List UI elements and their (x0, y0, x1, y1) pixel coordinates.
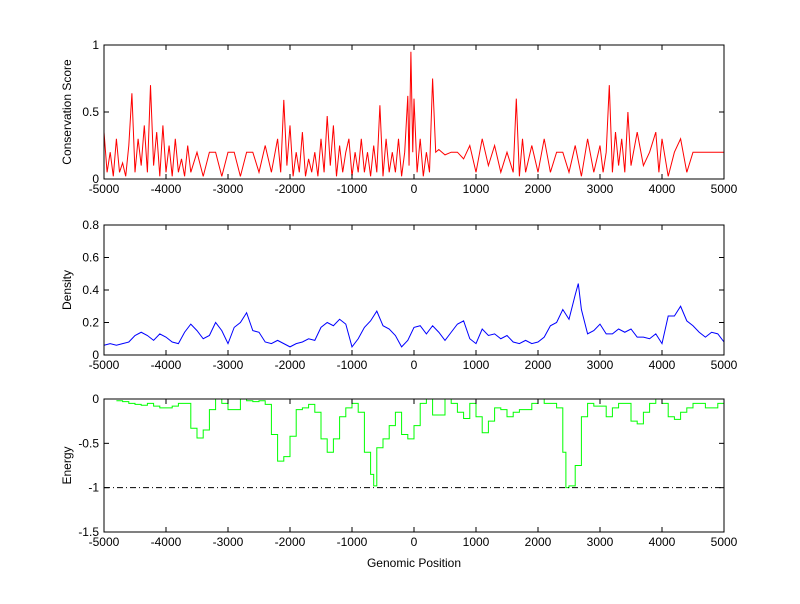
y-tick-label: -1.5 (78, 525, 99, 539)
x-tick-label: -5000 (89, 535, 120, 549)
subplot-2: -5000 -4000 -3000 -2000 -1000 0 1000 2000 3000 40… (60, 218, 738, 372)
x-tick-label: 0 (411, 182, 418, 196)
x-tick-label: 3000 (587, 535, 614, 549)
y-tick-label: 0.2 (82, 316, 99, 330)
y-tick-label: 0.6 (82, 251, 99, 265)
x-tick-label: 0 (411, 535, 418, 549)
subplot-3: -5000 -4000 -3000 -2000 -1000 0 1000 2000 3000 40… (60, 392, 738, 570)
x-tick-label: -2000 (275, 535, 306, 549)
x-tick-label: -4000 (151, 182, 182, 196)
x-tick-label: 3000 (587, 358, 614, 372)
x-tick-label: 5000 (711, 358, 738, 372)
x-tick-label: 0 (411, 358, 418, 372)
x-tick-label: -4000 (151, 535, 182, 549)
x-tick-label: 1000 (463, 358, 490, 372)
x-tick-label: -1000 (337, 358, 368, 372)
x-tick-label: -3000 (213, 535, 244, 549)
y-axis-label: Conservation Score (60, 59, 74, 165)
y-tick-label: -0.5 (78, 436, 99, 450)
y-axis-label: Energy (60, 446, 74, 484)
x-tick-label: -2000 (275, 182, 306, 196)
series-line (103, 51, 724, 177)
x-tick-label: 4000 (649, 358, 676, 372)
x-tick-label: -5000 (89, 182, 120, 196)
y-tick-label: 0.5 (82, 105, 99, 119)
x-tick-label: 5000 (711, 182, 738, 196)
x-tick-label: -4000 (151, 358, 182, 372)
x-tick-label: 1000 (463, 182, 490, 196)
y-tick-label: 0 (92, 392, 99, 406)
x-tick-label: -5000 (89, 358, 120, 372)
series-line (103, 283, 725, 348)
y-axis-label: Density (60, 270, 74, 310)
x-tick-label: 5000 (711, 535, 738, 549)
y-tick-label: 1 (92, 38, 99, 52)
x-tick-label: 2000 (525, 358, 552, 372)
x-tick-label: 4000 (649, 182, 676, 196)
x-tick-label: 3000 (587, 182, 614, 196)
x-tick-label: 4000 (649, 535, 676, 549)
x-tick-label: -3000 (213, 182, 244, 196)
x-tick-label: -3000 (213, 358, 244, 372)
y-tick-label: 0 (92, 172, 99, 186)
x-tick-label: 2000 (525, 182, 552, 196)
y-tick-label: -1 (88, 481, 99, 495)
x-tick-label: -2000 (275, 358, 306, 372)
y-tick-label: 0 (92, 348, 99, 362)
subplot-1: -5000 -4000 -3000 -2000 -1000 0 1000 2000 3000 40… (60, 38, 738, 196)
x-tick-label: 2000 (525, 535, 552, 549)
y-tick-label: 0.4 (82, 283, 99, 297)
x-tick-label: -1000 (337, 182, 368, 196)
x-axis-label: Genomic Position (367, 556, 461, 570)
y-tick-label: 0.8 (82, 218, 99, 232)
series-line (116, 398, 725, 489)
x-tick-label: 1000 (463, 535, 490, 549)
x-tick-label: -1000 (337, 535, 368, 549)
axes-box (103, 224, 725, 356)
